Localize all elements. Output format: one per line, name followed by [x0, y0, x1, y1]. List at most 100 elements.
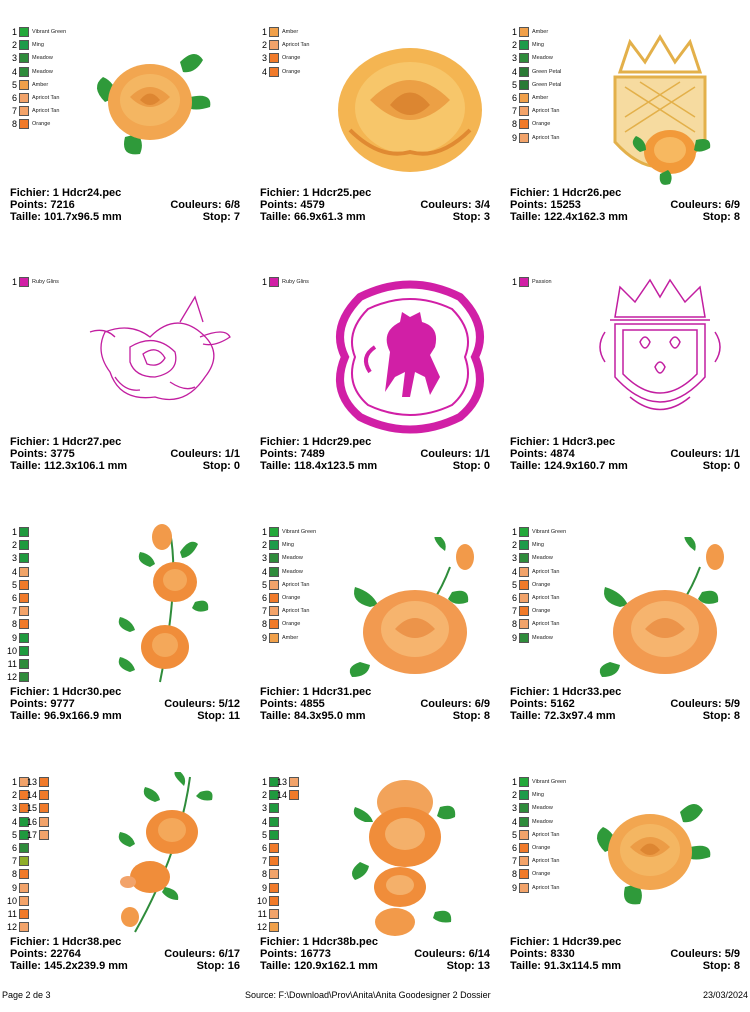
thread-row: 8 Orange	[506, 868, 550, 880]
stop-count: Stop: 8	[702, 211, 740, 223]
thread-name: Ming	[282, 542, 294, 549]
thread-swatch	[519, 803, 529, 814]
stitch-points: Points: 7489	[260, 448, 325, 460]
thread-number: 17	[26, 829, 37, 840]
thread-swatch	[519, 53, 529, 64]
design-info: Fichier: 1 Hdcr39.pec Points: 8330 Couleu…	[510, 936, 740, 972]
thread-number: 6	[511, 93, 517, 103]
thread-number: 1	[11, 27, 17, 37]
thread-number: 1	[11, 777, 17, 787]
thread-swatch	[269, 277, 279, 287]
thread-number: 4	[511, 816, 517, 827]
thread-number: 11	[257, 909, 267, 919]
thread-number: 6	[11, 843, 17, 853]
thread-row: 6	[6, 592, 32, 604]
color-count: Couleurs: 6/14	[414, 948, 490, 960]
file-name: Fichier: 1 Hdcr24.pec	[10, 187, 122, 199]
thread-swatch	[19, 645, 29, 656]
thread-swatch	[519, 816, 529, 827]
thread-row: 1 Vibrant Green	[506, 776, 566, 788]
design-card: 1 Passion Fichier: 1 Hdcr3.pec Points: 48…	[500, 262, 746, 512]
color-count: Couleurs: 6/17	[164, 948, 240, 960]
thread-number: 2	[261, 540, 267, 551]
thread-row: 16	[26, 816, 52, 828]
embroidery-design-image	[85, 42, 215, 167]
thread-row: 12	[6, 671, 32, 683]
stop-count: Stop: 8	[702, 710, 740, 722]
color-count: Couleurs: 3/4	[420, 199, 490, 211]
thread-row: 4 Green Petal	[506, 66, 561, 78]
thread-number: 5	[11, 79, 17, 90]
thread-swatch	[519, 869, 529, 880]
file-name: Fichier: 1 Hdcr33.pec	[510, 686, 622, 698]
design-size: Taille: 120.9x162.1 mm	[260, 960, 378, 972]
stitch-points: Points: 4855	[260, 698, 325, 710]
thread-row: 3 Meadow	[506, 552, 553, 564]
stitch-points: Points: 7216	[10, 199, 75, 211]
design-size: Taille: 112.3x106.1 mm	[10, 460, 128, 472]
thread-swatch	[269, 579, 279, 590]
thread-name: Orange	[32, 121, 51, 128]
thread-row: 1 Ruby Glins	[256, 276, 309, 288]
thread-name: Orange	[532, 121, 551, 128]
thread-name: Orange	[532, 608, 551, 615]
thread-swatch	[519, 119, 529, 130]
thread-name: Vibrant Green	[32, 29, 67, 35]
thread-row: 1	[256, 776, 282, 788]
thread-number: 10	[6, 645, 17, 656]
color-count: Couleurs: 6/9	[670, 199, 740, 211]
thread-row: 6 Amber	[506, 92, 548, 104]
thread-row: 10	[6, 645, 32, 657]
embroidery-design-image	[330, 40, 490, 185]
thread-swatch	[519, 606, 529, 617]
thread-number: 9	[511, 132, 517, 143]
stitch-points: Points: 3775	[10, 448, 75, 460]
thread-number: 2	[511, 40, 517, 51]
thread-row: 8 Orange	[506, 118, 550, 130]
thread-name: Apricot Tan	[32, 108, 60, 115]
thread-number: 16	[26, 816, 37, 827]
color-count: Couleurs: 6/9	[420, 698, 490, 710]
file-name: Fichier: 1 Hdcr29.pec	[260, 436, 372, 448]
thread-number: 8	[511, 119, 517, 130]
thread-row: 2 Ming	[506, 539, 544, 551]
thread-row: 2 Ming	[506, 789, 544, 801]
design-info: Fichier: 1 Hdcr30.pec Points: 9777 Couleu…	[10, 686, 240, 722]
thread-name: Orange	[282, 621, 301, 628]
design-info: Fichier: 1 Hdcr27.pec Points: 3775 Couleu…	[10, 436, 240, 472]
thread-row: 2	[256, 789, 282, 801]
thread-number: 10	[6, 895, 17, 906]
thread-number: 11	[7, 659, 17, 669]
thread-swatch	[19, 579, 29, 590]
thread-row: 3 Meadow	[256, 552, 303, 564]
thread-name: Green Petal	[532, 81, 562, 88]
thread-swatch	[39, 777, 49, 787]
thread-swatch	[269, 53, 279, 64]
design-info: Fichier: 1 Hdcr3.pec Points: 4874 Couleur…	[510, 436, 740, 472]
thread-number: 1	[511, 27, 517, 37]
thread-name: Apricot Tan	[282, 581, 310, 588]
thread-swatch	[519, 27, 529, 37]
thread-name: Apricot Tan	[532, 621, 560, 628]
thread-swatch	[19, 816, 29, 827]
thread-number: 2	[261, 40, 267, 51]
thread-number: 3	[11, 803, 17, 814]
thread-swatch	[19, 803, 29, 814]
thread-row: 4	[6, 566, 32, 578]
thread-number: 9	[11, 882, 17, 893]
thread-number: 13	[276, 777, 287, 787]
color-count: Couleurs: 1/1	[170, 448, 240, 460]
thread-swatch	[19, 777, 29, 787]
thread-swatch	[519, 93, 529, 103]
thread-name: Amber	[32, 81, 49, 88]
thread-swatch	[269, 619, 279, 630]
thread-row: 7	[256, 855, 282, 867]
thread-swatch	[19, 829, 29, 840]
design-card: 1 2 3 4 5 6 7 8 9 10 11 12 13 14 15 16 17 Fichier: 1 Hdc…	[0, 762, 246, 1012]
thread-swatch	[19, 53, 29, 64]
thread-number: 4	[11, 816, 17, 827]
thread-swatch	[19, 277, 29, 287]
thread-number: 3	[261, 553, 267, 564]
design-info: Fichier: 1 Hdcr38.pec Points: 22764 Coule…	[10, 936, 240, 972]
thread-number: 6	[261, 843, 267, 853]
